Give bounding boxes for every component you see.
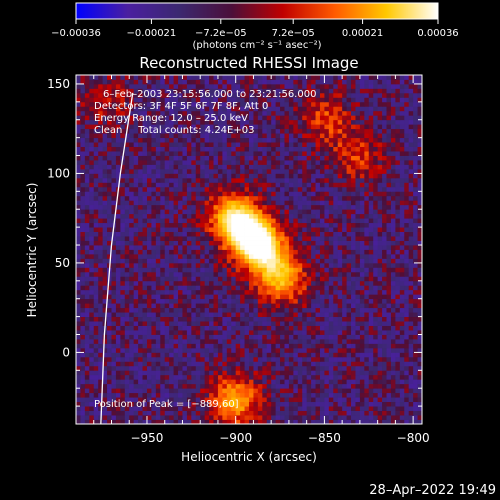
plot-frame (75, 74, 423, 425)
colorbar-tick-label: 0.00036 (417, 28, 458, 39)
y-tick-label: 150 (47, 77, 70, 91)
footer-timestamp: 28–Apr–2022 19:49 (369, 483, 496, 498)
chart-title: Reconstructed RHESSI Image (139, 54, 358, 72)
x-axis-label: Heliocentric X (arcsec) (181, 450, 317, 464)
colorbar-tick-label: −7.2e−05 (195, 28, 247, 39)
annotation-detectors: Detectors: 3F 4F 5F 6F 7F 8F, Att 0 (94, 101, 268, 112)
colorbar: −0.00036 −0.00021 −7.2e−05 7.2e−05 0.00021 0.… (51, 2, 459, 51)
y-axis-label: Heliocentric Y (arcsec) (25, 183, 39, 318)
colorbar-gradient-bar (76, 3, 438, 19)
y-tick-label: 100 (47, 166, 70, 180)
x-tick-label: −950 (130, 431, 163, 445)
colorbar-tick-label: −0.00021 (127, 28, 177, 39)
y-tick-label: 50 (55, 256, 70, 270)
annotation-method-counts: Clean Total counts: 4.24E+03 (94, 125, 254, 136)
colorbar-tick-label: 7.2e−05 (272, 28, 315, 39)
colorbar-unit-label: (photons cm⁻² s⁻¹ asec⁻²) (192, 40, 321, 51)
annotation-energy-range: Energy Range: 12.0 – 25.0 keV (94, 113, 248, 124)
x-tick-label: −850 (308, 431, 341, 445)
colorbar-ticks: −0.00036 −0.00021 −7.2e−05 7.2e−05 0.00021 0.… (51, 19, 459, 39)
colorbar-frame (75, 2, 439, 20)
plot-area: −950 −900 −850 −800 0 50 100 150 6–Feb–2003 23:… (47, 74, 430, 445)
annotation-peak-position: Position of Peak = [−889,60] (94, 399, 239, 410)
heatmap-image (76, 75, 422, 424)
x-tick-label: −900 (219, 431, 252, 445)
colorbar-tick-label: 0.00021 (342, 28, 383, 39)
x-tick-label: −800 (397, 431, 430, 445)
solar-limb-arc (100, 92, 134, 424)
axis-ticks: −950 −900 −850 −800 0 50 100 150 (47, 75, 430, 445)
annotation-time-range: 6–Feb–2003 23:15:56.000 to 23:21:56.000 (103, 89, 316, 100)
y-tick-label: 0 (62, 345, 70, 359)
colorbar-tick-label: −0.00036 (51, 28, 101, 39)
